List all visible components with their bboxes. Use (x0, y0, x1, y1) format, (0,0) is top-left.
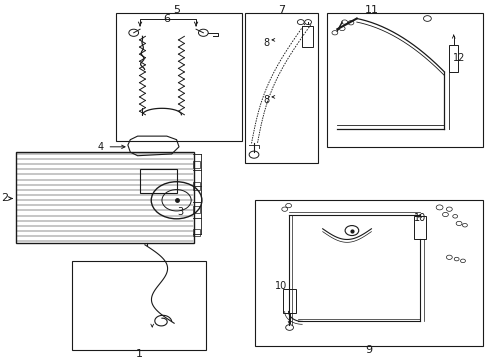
Bar (192, 161, 200, 168)
Text: 11: 11 (364, 5, 378, 15)
Bar (302, 26, 312, 47)
Bar (282, 289, 296, 312)
Bar (254, 200, 483, 346)
Bar (448, 45, 457, 72)
Bar (116, 13, 242, 141)
Bar (192, 183, 200, 190)
Bar (244, 13, 317, 163)
Text: 4: 4 (97, 142, 103, 152)
Text: 8: 8 (263, 39, 269, 49)
Bar (16, 152, 193, 243)
Bar (140, 169, 176, 193)
Text: 8: 8 (263, 95, 269, 105)
Bar (326, 13, 483, 147)
Text: 2: 2 (1, 193, 9, 203)
Bar (192, 206, 200, 213)
Text: 6: 6 (163, 14, 170, 23)
Text: 10: 10 (275, 281, 287, 291)
Text: 9: 9 (365, 345, 372, 355)
Text: 12: 12 (452, 53, 464, 63)
Text: 5: 5 (173, 5, 180, 15)
Bar (72, 261, 205, 350)
Text: 1: 1 (135, 348, 142, 359)
Text: 3: 3 (177, 207, 183, 217)
Bar (192, 229, 200, 236)
Bar (413, 216, 425, 239)
Text: 7: 7 (277, 5, 285, 15)
Text: 10: 10 (413, 213, 426, 223)
